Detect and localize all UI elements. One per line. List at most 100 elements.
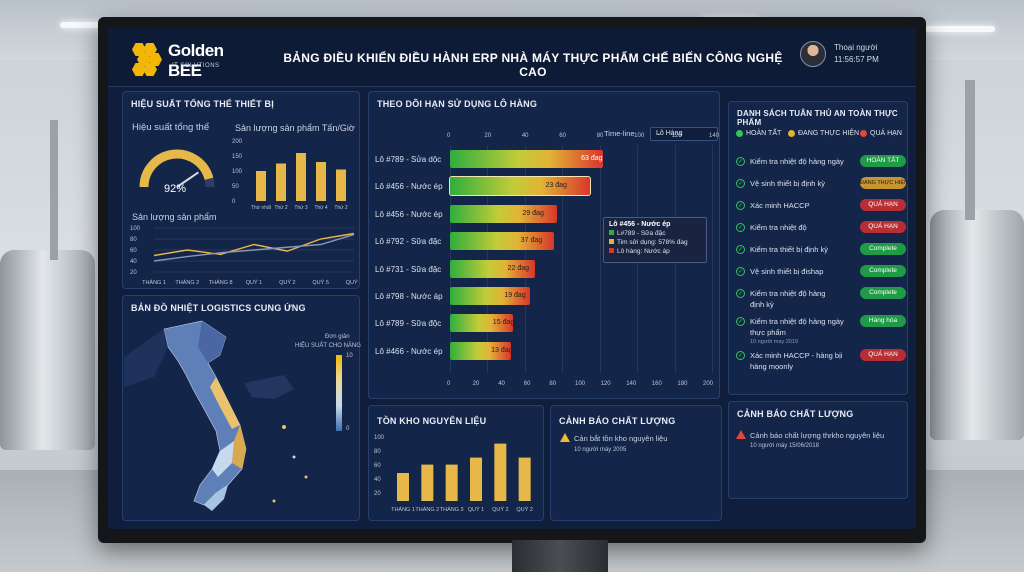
axis-bottom-tick: 100	[575, 381, 586, 387]
compliance-text: Vệ sinh thiết bị đishap	[750, 267, 824, 276]
batch-bar[interactable]	[450, 204, 557, 223]
panel-title: HIỆU SUẤT TỔNG THỂ THIẾT BỊ	[131, 99, 274, 109]
x-tick-label: Thứ 2	[334, 205, 348, 211]
alert-text[interactable]: Cản bắt tồn kho nguyên liệu	[574, 434, 668, 443]
bar[interactable]	[518, 457, 531, 501]
bar[interactable]	[296, 153, 306, 201]
map-legend-max: 10	[346, 353, 353, 359]
axis-bottom-tick: 160	[651, 381, 662, 387]
page-title: BẢNG ĐIỀU KHIỂN ĐIỀU HÀNH ERP NHÀ MÁY TH…	[283, 51, 783, 79]
batch-label: Lô #466 - Nước ép	[375, 346, 443, 356]
bar[interactable]	[276, 163, 286, 202]
x-tick-label: THÁNG 3	[440, 506, 464, 513]
axis-top-tick: 100	[634, 133, 645, 139]
batch-value: 22 đag	[507, 264, 530, 272]
batch-value: 37 đag	[520, 237, 543, 245]
compliance-item[interactable]: ✓ Vệ sinh thiết bị đishap Complete	[736, 265, 906, 283]
batch-label: Lô #792 - Sữa đặc	[375, 237, 442, 247]
bar[interactable]	[470, 457, 482, 501]
alert-text[interactable]: Cảnh báo chất lượng thrkho nguyên liệu	[750, 431, 885, 440]
x-tick-label: THÁNG 1	[391, 506, 415, 513]
user-menu[interactable]: Thoại người 11:56:57 PM	[794, 41, 904, 71]
bar[interactable]	[397, 473, 409, 501]
chart-tooltip: Lô #456 - Nước ép L#789 - Sữa đặc Tim sử…	[603, 217, 707, 263]
batch-select[interactable]: Lô Hàng ⌄	[650, 127, 718, 141]
map-legend-scale	[336, 355, 342, 431]
panel-title: CẢNH BÁO CHẤT LƯỢNG	[559, 416, 676, 426]
series-line	[153, 233, 355, 262]
y-tick-label: 100	[232, 169, 243, 175]
batch-bar[interactable]	[450, 232, 555, 251]
axis-bottom-tick: 60	[523, 381, 531, 387]
axis-top-tick: 20	[484, 133, 492, 139]
x-tick-label: THÁNG 8	[209, 279, 233, 286]
bar[interactable]	[316, 162, 326, 201]
x-tick-label: QUÝ 2	[516, 506, 533, 513]
compliance-text-line2: thực phẩm	[750, 328, 786, 337]
status-badge: Complete	[860, 265, 906, 277]
select-value: Lô Hàng	[656, 130, 683, 137]
compliance-item[interactable]: ✓ Kiểm tra nhiệt độ QUÁ HẠN	[736, 221, 906, 239]
check-circle-icon: ✓	[736, 157, 745, 166]
axis-bottom-tick: 0	[447, 381, 451, 387]
y-tick-label: 100	[374, 435, 385, 441]
status-badge: QUÁ HẠN	[860, 199, 906, 211]
pipe	[965, 80, 975, 220]
bar[interactable]	[494, 443, 507, 501]
compliance-item[interactable]: ✓ Kiểm tra thiết bị định kỳ Complete	[736, 243, 906, 261]
panel-title: THEO DÕI HẠN SỬ DỤNG LÔ HÀNG	[377, 99, 538, 109]
y-tick-label: 20	[374, 491, 381, 497]
batch-bar[interactable]	[450, 287, 530, 305]
map-legend-min: 0	[346, 426, 350, 432]
bar[interactable]	[421, 464, 434, 501]
compliance-text: Kiểm tra nhiệt độ hàng ngày	[750, 317, 844, 326]
grid-line	[599, 145, 601, 373]
batch-bar[interactable]	[450, 259, 535, 278]
batch-bar[interactable]	[450, 341, 511, 360]
status-badge: QUÁ HẠN	[860, 221, 906, 233]
y-tick-label: 40	[130, 259, 137, 265]
warning-icon	[560, 433, 570, 442]
tooltip-row: Tim sửi dụng: 578% đag	[617, 239, 688, 246]
panel-title: BẢN ĐỒ NHIỆT LOGISTICS CUNG ỨNG	[131, 303, 306, 313]
check-circle-icon: ✓	[736, 223, 745, 232]
axis-bottom-tick: 120	[600, 381, 611, 387]
compliance-item[interactable]: ✓ Xác minh HACCP - hàng bịi hàng mọonly QUÁ…	[736, 349, 906, 371]
axis-top-tick: 140	[709, 133, 720, 139]
gauge-value: 92%	[164, 183, 187, 195]
monitor-stand	[512, 540, 608, 572]
compliance-item[interactable]: ✓ Xác minh HACCP QUÁ HẠN	[736, 199, 906, 217]
bar[interactable]	[445, 464, 458, 501]
status-badge: Hàng hóa	[860, 315, 906, 327]
x-tick-label: QUÝ 5	[312, 279, 329, 286]
compliance-date: 10 người may 2019	[750, 339, 798, 345]
compliance-item[interactable]: ✓ Kiểm tra nhiệt độ hàng ngày HOÀN TẤT	[736, 155, 906, 173]
batch-bar[interactable]	[448, 176, 592, 197]
batch-bar[interactable]	[450, 314, 513, 333]
tooltip-title: Lô #456 - Nước ép	[609, 221, 671, 228]
compliance-item[interactable]: ✓ Vệ sinh thiết bị định kỳ ĐANG THỰC HIỆN	[736, 177, 908, 195]
bar[interactable]	[256, 171, 266, 201]
brand-subtitle: IT SOLUTIONS	[172, 63, 220, 69]
avatar[interactable]	[800, 41, 826, 67]
x-tick-label: QUÝ 1	[246, 279, 263, 286]
axis-bottom-tick: 40	[498, 381, 505, 387]
tooltip-swatch	[609, 239, 614, 244]
steel-tank	[930, 210, 1024, 440]
gauge-label: Hiệu suất tổng thể	[132, 122, 210, 133]
x-tick-label: QUÝ 2	[492, 506, 509, 513]
compliance-text: Xác minh HACCP - hàng bịi	[750, 351, 843, 360]
batch-label: Lô #798 - Nước áp	[375, 292, 443, 301]
compliance-item[interactable]: ✓ Kiểm tra nhiệt độ hàng định kỳ Complete	[736, 287, 906, 309]
batch-value: 23 đag	[545, 182, 567, 190]
batch-value: 15 đag	[492, 319, 515, 327]
chevron-down-icon: ⌄	[656, 130, 662, 137]
brand-name: Golden BEE	[168, 41, 224, 80]
bar[interactable]	[336, 169, 346, 202]
axis-top-tick: 80	[596, 133, 604, 139]
batch-bar[interactable]	[450, 150, 603, 168]
compliance-item[interactable]: ✓ Kiểm tra nhiệt độ hàng ngày thực phẩm 10 …	[736, 315, 906, 345]
grid-line	[524, 145, 526, 373]
axis-top-tick: 120	[671, 133, 682, 139]
tooltip-swatch	[609, 230, 614, 235]
